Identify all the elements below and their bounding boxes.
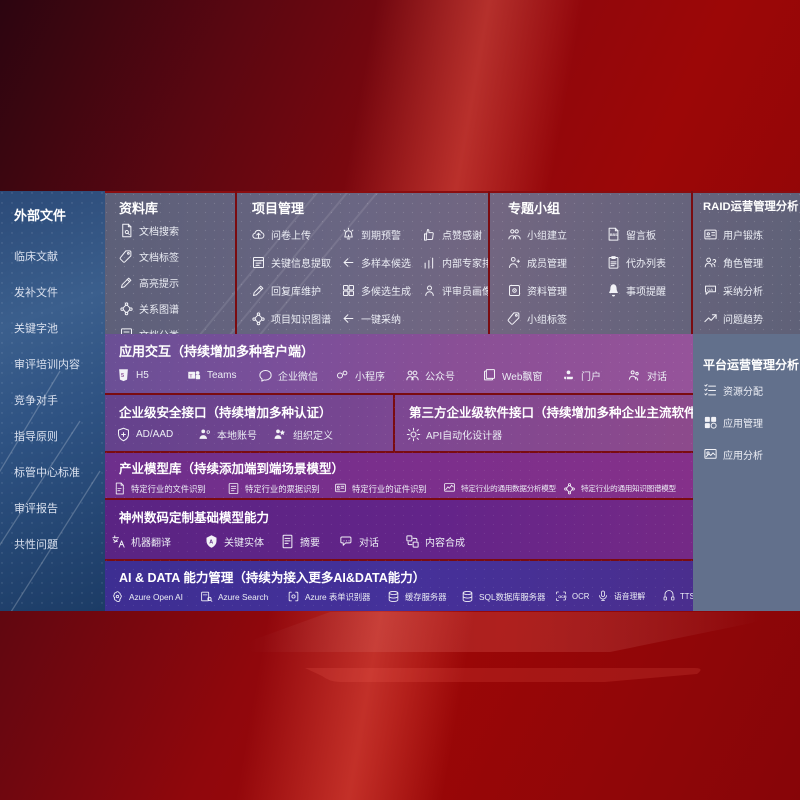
svg-text:T: T: [190, 373, 193, 378]
svg-text:5: 5: [121, 373, 124, 379]
svg-text:BBS: BBS: [610, 233, 618, 237]
svg-text:QA: QA: [707, 287, 713, 292]
svg-text:A: A: [209, 540, 213, 546]
svg-text:OCR: OCR: [558, 595, 567, 599]
